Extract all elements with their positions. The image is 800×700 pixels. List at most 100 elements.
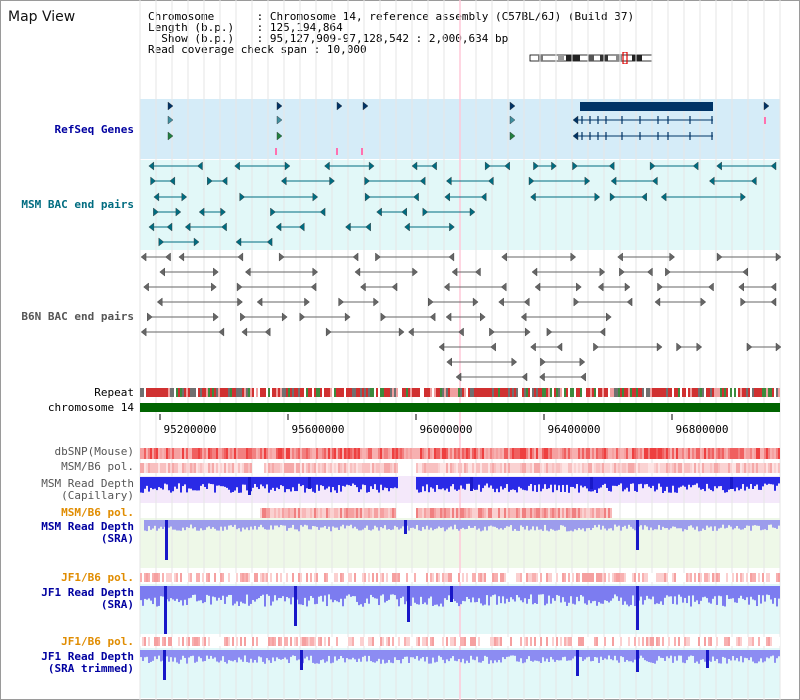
depth-bar [508, 477, 510, 492]
heat-cell [696, 448, 698, 459]
track-label-msm-depth-sra[interactable]: MSM Read Depth [41, 520, 134, 533]
heat-cell [714, 463, 716, 473]
track-label-b6n-bac-end-pairs[interactable]: B6N BAC end pairs [21, 310, 134, 323]
heat-cell [576, 463, 578, 473]
depth-bar [474, 586, 476, 603]
depth-bar [210, 520, 212, 529]
heat-cell [422, 508, 424, 518]
depth-bar [514, 477, 516, 491]
repeat-segment [670, 388, 672, 397]
heat-cell [144, 637, 146, 646]
heat-cell [708, 637, 710, 646]
heat-cell [396, 448, 398, 459]
track-label-refseq-genes[interactable]: RefSeq Genes [54, 123, 134, 136]
heat-cell [670, 463, 672, 473]
track-label-jf1-depth-trimmed[interactable]: JF1 Read Depth [41, 650, 134, 663]
depth-bar [632, 650, 634, 663]
depth-bar [696, 586, 698, 601]
heat-cell [362, 448, 364, 459]
end-marker [140, 327, 147, 337]
heat-cell [490, 573, 492, 582]
heat-cell [654, 573, 656, 582]
heat-cell [536, 637, 538, 646]
heat-cell [696, 573, 698, 582]
depth-bar [506, 520, 508, 527]
heat-cell [632, 448, 634, 459]
track-label-msm-b6-pol-1[interactable]: MSM/B6 pol. [61, 460, 134, 473]
depth-bar [276, 650, 278, 658]
track-label-msm-depth-capillary[interactable]: MSM Read Depth [41, 477, 134, 490]
heat-cell [602, 508, 604, 518]
depth-bar [718, 586, 720, 596]
heat-cell [198, 463, 200, 473]
depth-bar [504, 477, 506, 488]
depth-bar [382, 520, 384, 529]
end-marker [412, 267, 418, 277]
depth-bar [268, 650, 270, 661]
depth-bar [240, 520, 242, 532]
depth-bar [618, 477, 620, 485]
heat-cell [416, 637, 418, 646]
refseq-gene-track[interactable] [167, 101, 770, 155]
depth-bar [570, 586, 572, 597]
heat-cell [698, 463, 700, 473]
heat-cell [502, 463, 504, 473]
heat-cell [156, 573, 158, 582]
depth-bar [212, 586, 214, 597]
heat-cell [520, 508, 522, 518]
end-marker [763, 101, 770, 111]
heat-cell [410, 637, 412, 646]
heat-cell [554, 637, 556, 646]
track-label-repeat[interactable]: Repeat [94, 386, 134, 399]
end-marker [656, 342, 663, 352]
heat-cell [394, 448, 396, 459]
heat-cell [672, 573, 674, 582]
track-label-msm-b6-pol-2[interactable]: MSM/B6 pol. [61, 506, 134, 519]
heat-cell [326, 508, 328, 518]
depth-bar [598, 650, 600, 663]
depth-bar [492, 520, 494, 527]
depth-bar [140, 477, 142, 493]
depth-bar [240, 477, 242, 493]
heat-cell [508, 463, 510, 473]
repeat-segment [388, 388, 390, 397]
depth-bar [736, 650, 738, 659]
track-label-jf1-b6-pol-2[interactable]: JF1/B6 pol. [61, 635, 134, 648]
depth-bar [502, 586, 504, 597]
depth-bar [162, 477, 164, 490]
depth-bar [156, 650, 158, 660]
depth-bar [678, 520, 680, 529]
depth-bar [610, 650, 612, 660]
repeat-segment [534, 388, 536, 397]
repeat-segment [394, 388, 396, 397]
repeat-segment [426, 388, 428, 397]
depth-spike [165, 520, 168, 560]
depth-bar [162, 586, 164, 597]
heat-cell [382, 637, 384, 646]
repeat-segment [354, 388, 356, 397]
depth-bar [634, 586, 636, 607]
msm-bac-track[interactable] [148, 161, 777, 247]
depth-bar [376, 520, 378, 528]
heat-cell [514, 448, 516, 459]
heat-cell [662, 448, 664, 459]
track-label-msm-bac-end-pairs[interactable]: MSM BAC end pairs [21, 198, 134, 211]
repeat-segment [678, 388, 680, 397]
end-marker [708, 282, 714, 292]
repeat-segment [524, 388, 526, 397]
track-label-jf1-depth-sra[interactable]: JF1 Read Depth [41, 586, 134, 599]
depth-bar [640, 477, 642, 484]
heat-cell [186, 463, 188, 473]
depth-bar [484, 650, 486, 656]
track-label-dbsnp[interactable]: dbSNP(Mouse) [54, 445, 134, 458]
heat-cell [626, 448, 628, 459]
track-label-jf1-b6-pol-1[interactable]: JF1/B6 pol. [61, 571, 134, 584]
heat-cell [708, 573, 710, 582]
heat-cell [240, 448, 242, 459]
heat-cell [760, 573, 762, 582]
b6n-bac-track[interactable] [140, 252, 782, 382]
heat-cell [468, 573, 470, 582]
end-marker [158, 237, 165, 247]
heat-cell [154, 463, 156, 473]
